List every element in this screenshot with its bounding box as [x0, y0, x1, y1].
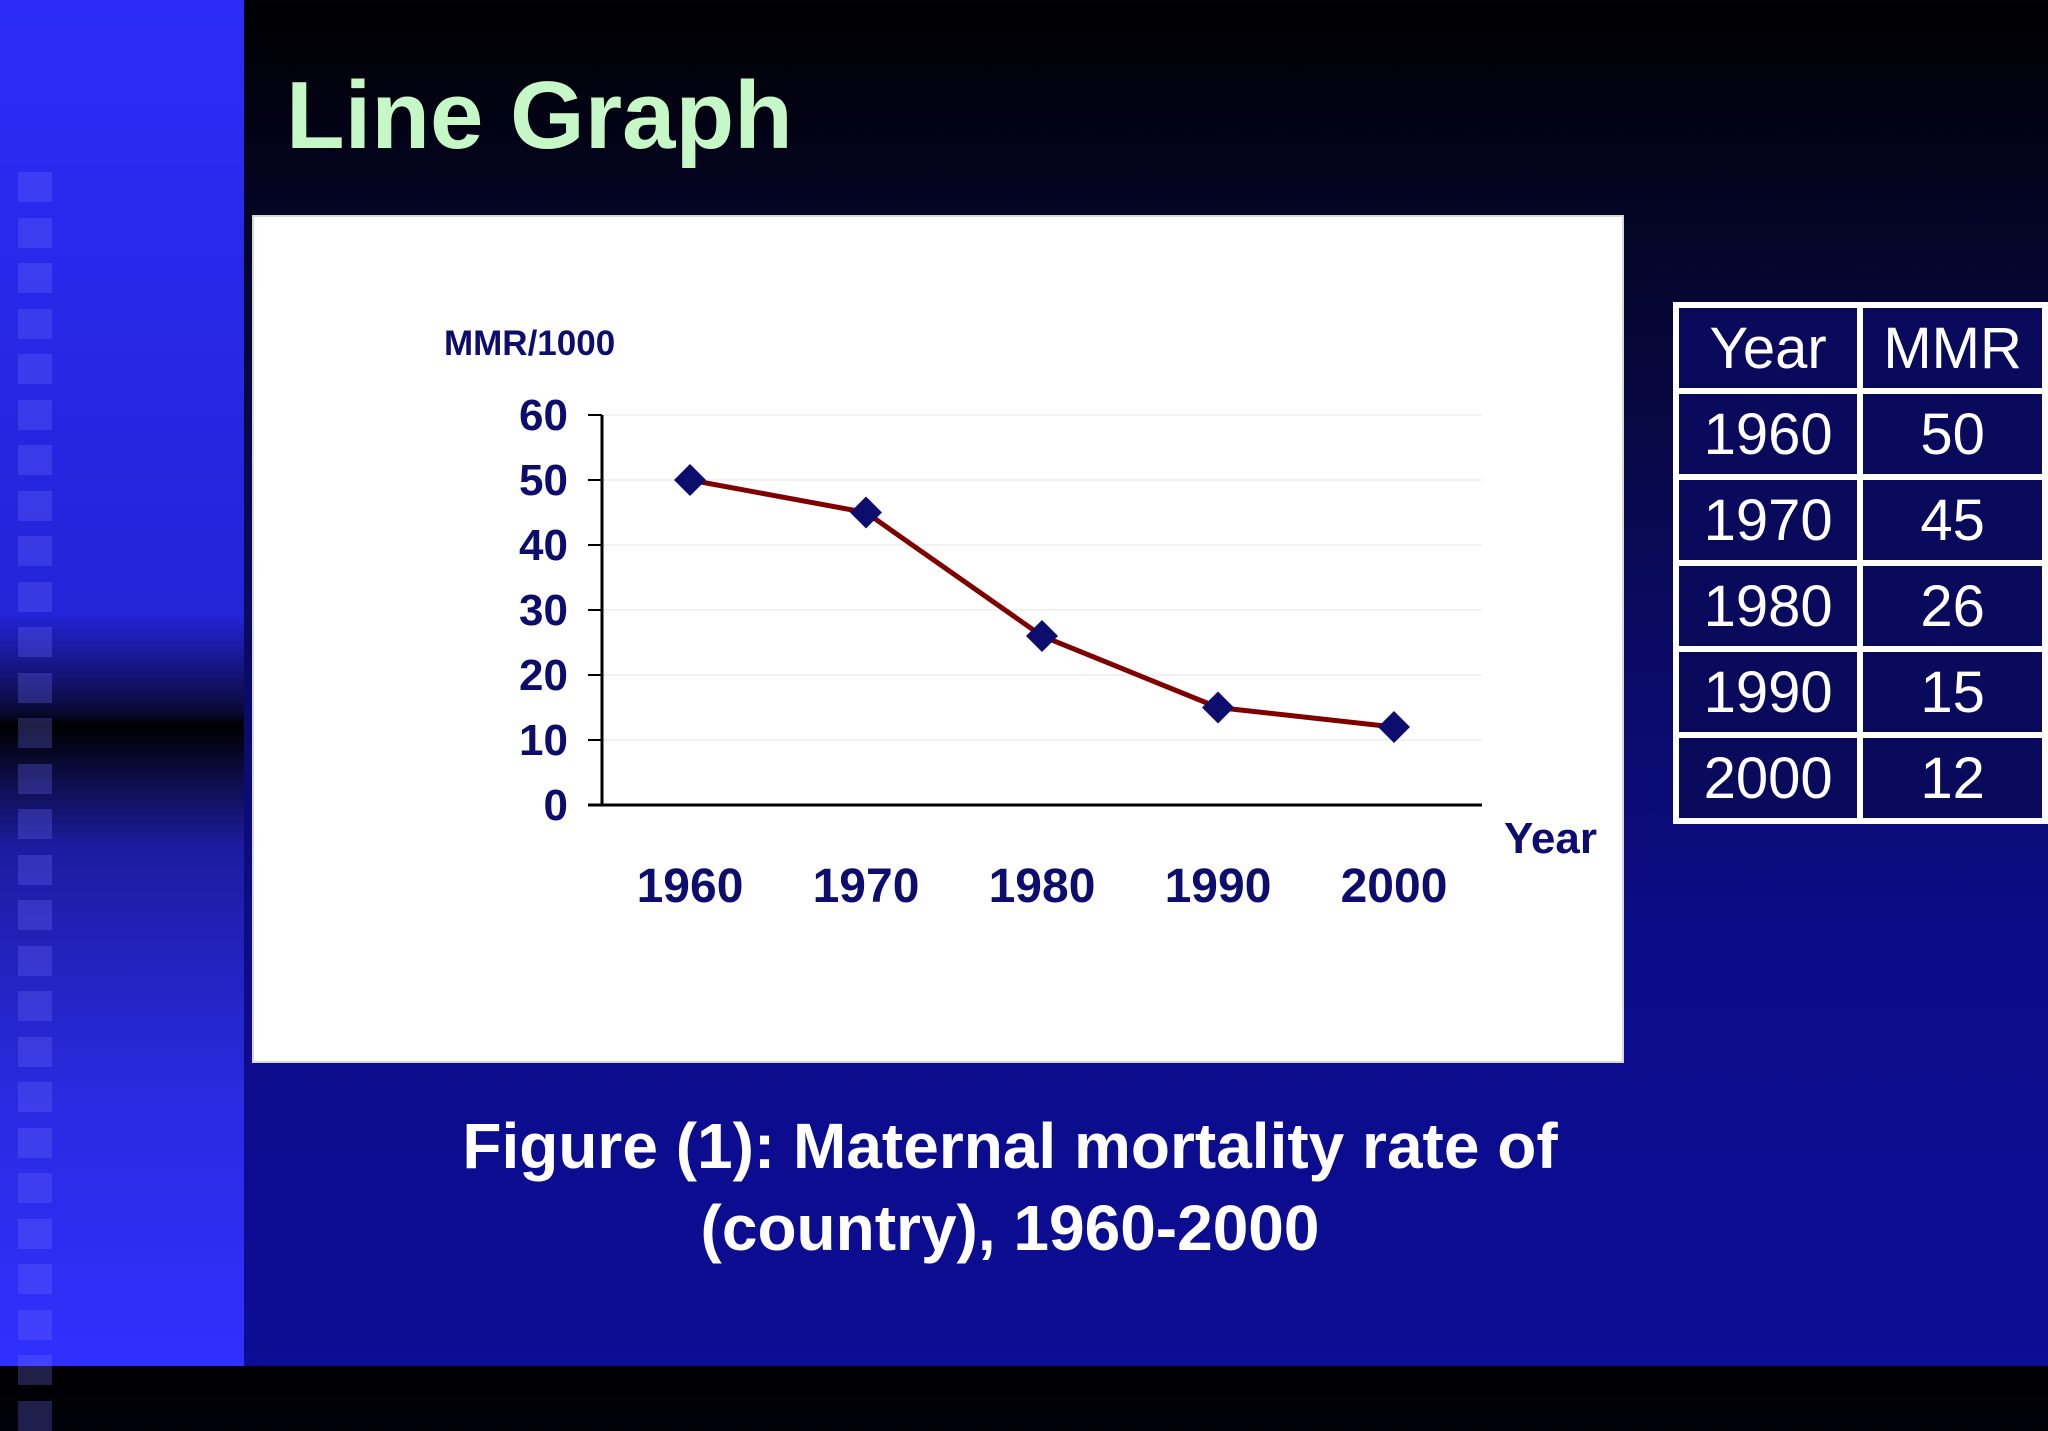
decorative-square	[18, 718, 52, 748]
decorative-square	[18, 217, 52, 248]
decorative-square	[18, 991, 52, 1021]
decorative-square	[18, 809, 52, 839]
decorative-square	[18, 263, 52, 293]
x-tick-label: 1960	[637, 860, 744, 913]
table-cell-year: 1960	[1672, 388, 1864, 480]
table-row: 1990 15	[1672, 646, 2048, 738]
table-cell-year: 1970	[1672, 474, 1864, 566]
decorative-square	[18, 1036, 52, 1067]
x-tick-label: 1970	[813, 860, 920, 913]
data-markers	[674, 464, 1410, 743]
line-chart: 0 10 20 30 40 50 60 1960 1970 1980 1990 2000 MMR/1…	[444, 324, 1597, 913]
decorative-square	[18, 1355, 52, 1385]
data-table: Year MMR 1960 50 1970 45 1980 26 1990 15…	[1672, 302, 2048, 824]
decorative-square	[18, 672, 52, 703]
figure-caption: Figure (1): Maternal mortality rate of (…	[252, 1105, 1768, 1269]
decorative-square	[18, 763, 52, 794]
y-tick-label: 0	[544, 781, 568, 830]
decorative-square	[18, 490, 52, 521]
decorative-square	[18, 308, 52, 339]
table-cell-year: 1990	[1672, 646, 1864, 738]
decorative-square	[18, 536, 52, 566]
table-cell-mmr: 26	[1857, 560, 2048, 652]
table-row: 1960 50	[1672, 388, 2048, 480]
decorative-square	[18, 172, 52, 202]
decorative-side-band	[0, 0, 244, 1366]
series-mmr	[689, 477, 1395, 730]
table-cell-mmr: 50	[1857, 388, 2048, 480]
data-point-marker	[1202, 691, 1234, 724]
decorative-square	[18, 627, 52, 657]
decorative-square	[18, 354, 52, 384]
x-tick-labels: 1960 1970 1980 1990 2000	[637, 860, 1448, 913]
data-point-marker	[1378, 711, 1410, 743]
decorative-square	[18, 581, 52, 612]
decorative-square	[18, 445, 52, 475]
grid-lines	[602, 414, 1482, 741]
x-tick-label: 1980	[989, 860, 1096, 913]
y-tick-label: 20	[519, 651, 568, 700]
y-axis-label: MMR/1000	[444, 324, 615, 363]
table-cell-mmr: 12	[1857, 732, 2048, 824]
table-header-year: Year	[1672, 302, 1864, 394]
caption-line-1: Figure (1): Maternal mortality rate of	[462, 1110, 1558, 1182]
y-tick-label: 60	[519, 391, 568, 440]
decorative-square	[18, 1309, 52, 1340]
table-row: 2000 12	[1672, 732, 2048, 824]
x-tick-label: 1990	[1165, 860, 1272, 913]
caption-line-2: (country), 1960-2000	[700, 1192, 1320, 1264]
decorative-square	[18, 1127, 52, 1158]
y-tick-label: 50	[519, 456, 568, 505]
decorative-square	[18, 1400, 52, 1431]
decorative-square	[18, 1082, 52, 1112]
table-cell-year: 1980	[1672, 560, 1864, 652]
chart-panel: 0 10 20 30 40 50 60 1960 1970 1980 1990 2000 MMR/1…	[252, 215, 1624, 1063]
y-tick-labels: 0 10 20 30 40 50 60	[519, 391, 602, 830]
decorative-square	[18, 945, 52, 976]
decorative-square	[18, 399, 52, 430]
table-cell-year: 2000	[1672, 732, 1864, 824]
data-point-marker	[850, 496, 882, 529]
decorative-square	[18, 900, 52, 930]
data-point-marker	[1026, 620, 1058, 652]
table-row: 1970 45	[1672, 474, 2048, 566]
decorative-square	[18, 854, 52, 885]
slide-title: Line Graph	[286, 62, 793, 169]
y-tick-label: 40	[519, 521, 568, 570]
data-point-marker	[674, 464, 706, 496]
y-tick-label: 10	[519, 716, 568, 765]
decorative-square	[18, 1173, 52, 1203]
table-cell-mmr: 15	[1857, 646, 2048, 738]
decorative-square	[18, 1218, 52, 1249]
table-row: 1980 26	[1672, 560, 2048, 652]
x-tick-label: 2000	[1341, 860, 1448, 913]
table-header-row: Year MMR	[1672, 302, 2048, 394]
series-line	[689, 477, 1395, 730]
decorative-square	[18, 1264, 52, 1294]
table-cell-mmr: 45	[1857, 474, 2048, 566]
decorative-squares	[0, 0, 244, 1431]
x-axis-label: Year	[1504, 814, 1597, 863]
table-header-mmr: MMR	[1857, 302, 2048, 394]
y-tick-label: 30	[519, 586, 568, 635]
